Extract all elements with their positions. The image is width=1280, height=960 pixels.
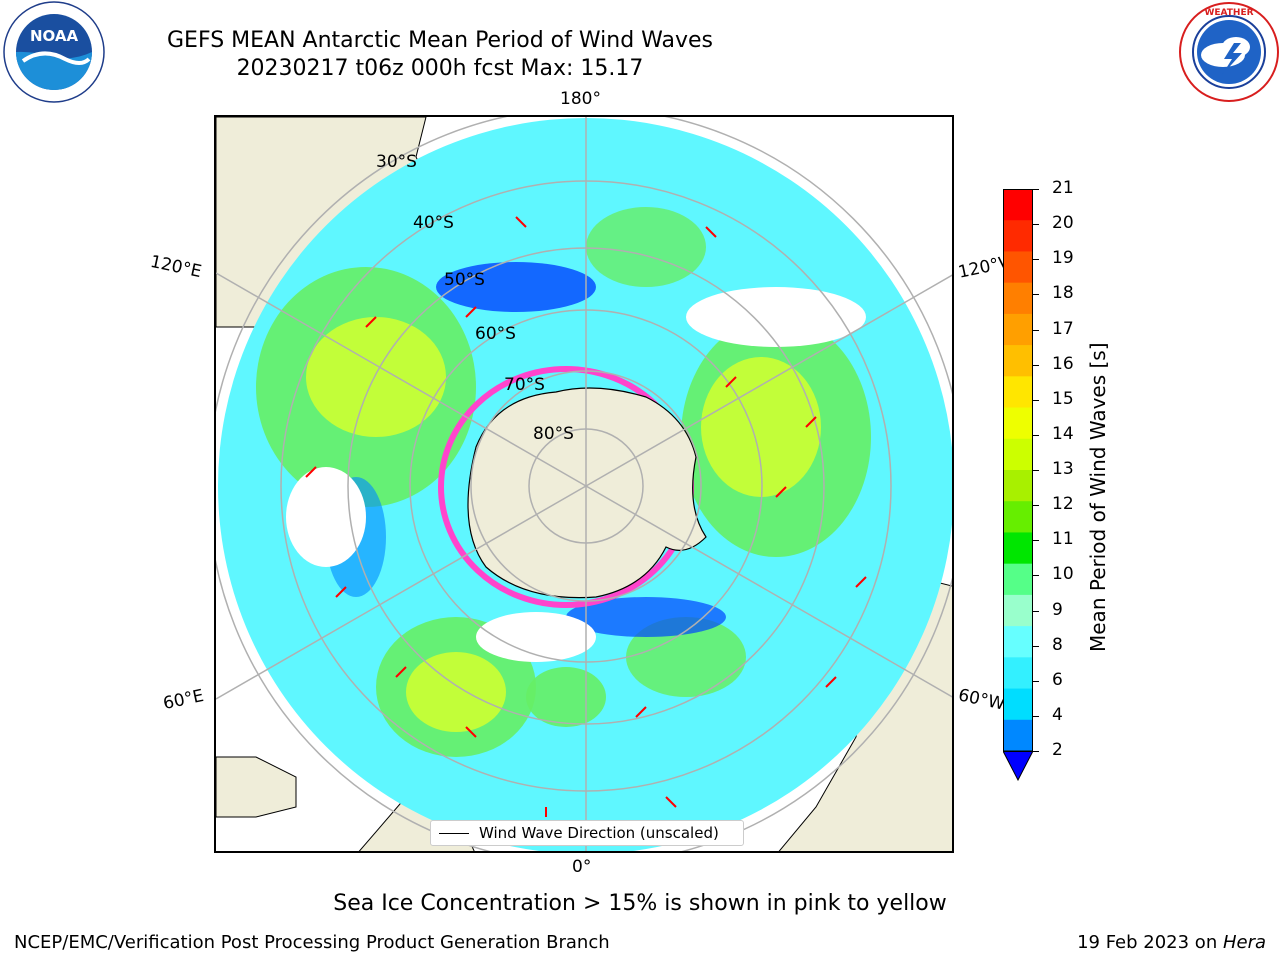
- colorbar-segment: [1003, 563, 1033, 596]
- colorbar-tick-label: 20: [1052, 213, 1074, 234]
- colorbar-segment: [1003, 345, 1033, 377]
- noaa-logo: NOAA: [3, 1, 105, 103]
- sea-ice-note: Sea Ice Concentration > 15% is shown in …: [333, 891, 947, 916]
- colorbar-tick-label: 16: [1052, 353, 1074, 374]
- colorbar-segment: [1003, 688, 1033, 721]
- colorbar-tick-mark: [1033, 329, 1039, 331]
- chart-title-line1: GEFS MEAN Antarctic Mean Period of Wind …: [167, 28, 713, 53]
- lat-label-70s: 70°S: [504, 375, 545, 395]
- colorbar-segment: [1003, 438, 1033, 471]
- colorbar-segment: [1003, 407, 1033, 440]
- nws-logo: WEATHER: [1178, 1, 1280, 103]
- colorbar-tick-mark: [1033, 540, 1039, 542]
- footer-org: NCEP/EMC/Verification Post Processing Pr…: [14, 932, 610, 953]
- polar-map: [216, 117, 952, 851]
- legend-line-swatch: [439, 833, 469, 834]
- colorbar-tick-label: 10: [1052, 564, 1074, 585]
- colorbar-segment: [1003, 282, 1033, 315]
- colorbar-tick-mark: [1033, 189, 1039, 190]
- footer-host: Hera: [1222, 932, 1266, 953]
- footer-date: 19 Feb 2023 on Hera: [1077, 932, 1266, 953]
- lat-label-50s: 50°S: [444, 270, 485, 290]
- colorbar-segment: [1003, 376, 1033, 409]
- colorbar-tick-label: 11: [1052, 529, 1074, 550]
- colorbar-segment: [1003, 719, 1033, 752]
- lon-label-180: 180°: [560, 89, 601, 109]
- colorbar-tick-mark: [1033, 434, 1039, 436]
- chart-title-line2: 20230217 t06z 000h fcst Max: 15.17: [236, 56, 644, 81]
- colorbar-tick-label: 14: [1052, 423, 1074, 444]
- colorbar-tick-label: 6: [1052, 669, 1063, 690]
- colorbar-tick-label: 15: [1052, 388, 1074, 409]
- colorbar-svg: [1002, 189, 1034, 782]
- colorbar-tick-label: 19: [1052, 248, 1074, 269]
- colorbar-tick-mark: [1033, 751, 1039, 752]
- map-frame: Wind Wave Direction (unscaled): [214, 115, 954, 853]
- lon-label-60w: 60°W: [956, 685, 1007, 715]
- lat-label-30s: 30°S: [376, 152, 417, 172]
- colorbar-tick-label: 4: [1052, 704, 1063, 725]
- svg-text:WEATHER: WEATHER: [1204, 8, 1253, 18]
- colorbar-tick-label: 13: [1052, 459, 1074, 479]
- lat-label-80s: 80°S: [533, 424, 574, 444]
- colorbar-segment: [1003, 501, 1033, 533]
- colorbar-segment: [1003, 189, 1033, 221]
- colorbar-tick-label: 9: [1052, 599, 1063, 620]
- colorbar-segment: [1003, 626, 1033, 658]
- lon-label-60e: 60°E: [161, 685, 206, 715]
- noaa-logo-text: NOAA: [30, 27, 79, 45]
- colorbar-segment: [1003, 251, 1033, 284]
- legend-label: Wind Wave Direction (unscaled): [479, 824, 719, 842]
- colorbar-segment: [1003, 220, 1033, 252]
- colorbar-tick-mark: [1033, 645, 1039, 647]
- colorbar-tick-mark: [1033, 399, 1039, 401]
- colorbar-segment: [1003, 657, 1033, 690]
- colorbar-tick-mark: [1033, 224, 1039, 226]
- colorbar-tick-label: 18: [1052, 283, 1074, 304]
- colorbar-tick-mark: [1033, 680, 1039, 682]
- colorbar-tick-mark: [1033, 364, 1039, 366]
- colorbar-tick-mark: [1033, 294, 1039, 296]
- colorbar-tick-mark: [1033, 259, 1039, 261]
- colorbar-label: Mean Period of Wind Waves [s]: [1086, 342, 1110, 652]
- colorbar-tick-label: 12: [1052, 494, 1074, 515]
- colorbar-segment: [1003, 470, 1033, 502]
- colorbar-tick-mark: [1033, 505, 1039, 507]
- footer-date-text: 19 Feb 2023 on: [1077, 932, 1223, 953]
- colorbar-tick-mark: [1033, 575, 1039, 577]
- lon-label-120e: 120°E: [148, 251, 204, 283]
- lat-label-60s: 60°S: [475, 324, 516, 344]
- map-legend: Wind Wave Direction (unscaled): [430, 820, 744, 846]
- lat-label-40s: 40°S: [413, 213, 454, 233]
- colorbar-extend-triangle: [1002, 750, 1034, 782]
- colorbar-segment: [1003, 594, 1033, 627]
- colorbar-tick-label: 17: [1052, 318, 1074, 339]
- colorbar-tick-label: 21: [1052, 178, 1074, 198]
- colorbar-tick-mark: [1033, 470, 1039, 471]
- colorbar: [1002, 189, 1034, 782]
- colorbar-tick-mark: [1033, 715, 1039, 717]
- colorbar-tick-mark: [1033, 610, 1039, 612]
- lon-label-0: 0°: [572, 857, 592, 877]
- colorbar-segment: [1003, 532, 1033, 565]
- colorbar-outline: [1003, 189, 1033, 752]
- colorbar-tick-label: 2: [1052, 740, 1063, 760]
- colorbar-segment: [1003, 313, 1033, 346]
- colorbar-tick-label: 8: [1052, 634, 1063, 655]
